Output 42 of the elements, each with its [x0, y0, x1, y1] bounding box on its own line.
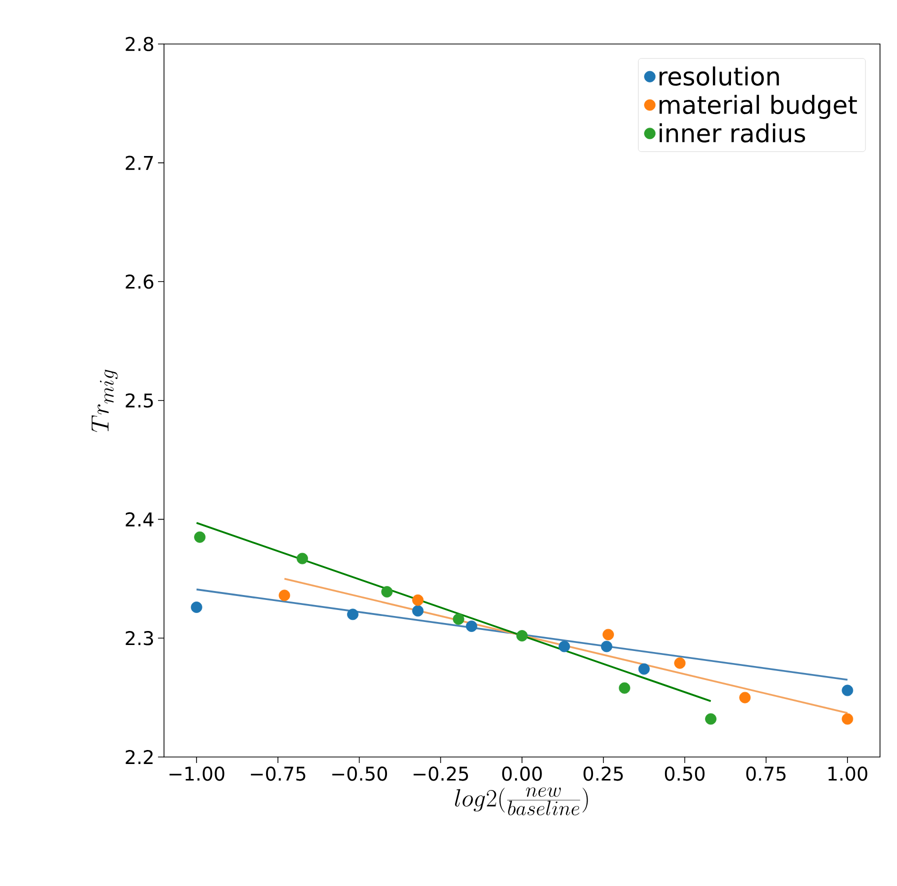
- point: [412, 594, 424, 606]
- y-tick-label: 2.7: [126, 156, 153, 170]
- x-tick-label: −0.50: [332, 766, 388, 781]
- point: [194, 531, 206, 543]
- x-tick-label: −1.00: [170, 766, 224, 781]
- point: [842, 684, 854, 696]
- y-tick-label: 2.5: [126, 393, 153, 408]
- legend-label: resolution: [660, 66, 779, 86]
- point: [842, 713, 854, 725]
- x-tick-label: −0.75: [250, 766, 306, 781]
- y-tick-label: 2.6: [126, 274, 154, 289]
- point: [296, 552, 308, 564]
- x-tick-label: 0.75: [746, 766, 786, 781]
- point: [558, 640, 570, 652]
- point: [412, 605, 424, 617]
- point: [674, 657, 686, 669]
- x-tick-label: −0.25: [414, 766, 468, 781]
- point: [190, 602, 202, 613]
- point: [466, 620, 478, 632]
- point: [705, 713, 716, 725]
- point: [347, 608, 358, 620]
- point: [516, 630, 528, 642]
- y-tick-label: 2.4: [126, 512, 154, 526]
- point: [618, 682, 630, 694]
- x-tick-label: 0.25: [584, 766, 623, 781]
- legend-label: material budget: [660, 94, 857, 119]
- x-tick-label: 0.00: [502, 766, 542, 781]
- y-tick-label: 2.3: [126, 630, 153, 646]
- point: [452, 613, 464, 625]
- point: [381, 586, 393, 598]
- y-axis-title: $Tr_{mig}$: [92, 370, 118, 432]
- legend-label: inner radius: [660, 123, 806, 143]
- y-tick-label: 2.2: [126, 750, 153, 764]
- point: [638, 663, 650, 675]
- point: [278, 590, 290, 602]
- x-tick-label: 0.50: [664, 766, 705, 781]
- point: [602, 628, 614, 640]
- x-tick-label: 1.00: [828, 766, 868, 781]
- y-tick-label: 2.8: [126, 36, 154, 52]
- point: [739, 692, 751, 704]
- x-axis-title: $log2(\frac{new}{baseline})$: [455, 787, 588, 816]
- point: [600, 640, 612, 652]
